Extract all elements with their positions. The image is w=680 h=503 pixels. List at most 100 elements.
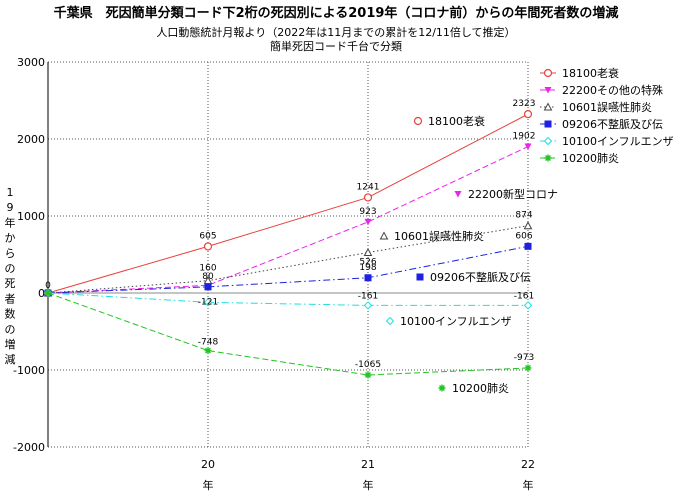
y-axis-label-char: ら [5,247,16,260]
data-label: -748 [198,338,219,348]
legend-label: 22200その他の特殊 [562,83,663,97]
data-label: -161 [358,291,378,301]
y-tick-label: 3000 [17,56,45,69]
y-axis-label-char: か [5,232,16,245]
annotation-marker-shape [438,384,446,392]
x-tick-label: 20 [201,458,215,471]
data-point-shape [524,364,532,372]
data-point-shape [524,242,532,250]
series-line [47,292,528,306]
data-label: -1065 [355,360,381,370]
data-point-shape [524,143,532,151]
series-line [47,113,529,294]
data-point [203,298,213,307]
legend-item: 10601誤嚥性肺炎 [540,100,652,114]
data-label: -161 [514,291,534,301]
data-label: 606 [515,231,532,241]
legend-marker-shape [544,154,552,162]
series-0: 0 605 1241 2323 18100老衰 [43,99,536,298]
data-point [203,242,213,251]
x-tick-unit: 年 [363,478,374,492]
y-tick-label: 1000 [17,210,45,223]
series-layer: 0 605 1241 2323 18100老衰 923 1902 22200新型コロナ 160 5… [43,99,558,395]
data-label: 2323 [513,99,536,109]
annotation-marker [379,231,389,240]
y-axis-label-char: の [5,262,16,275]
data-point-shape [363,247,373,256]
data-label: -121 [198,297,218,307]
y-axis-label-char: 増 [5,338,16,351]
legend-marker [543,136,553,146]
data-point-shape [363,193,373,202]
legend-label: 10200肺炎 [562,152,619,165]
x-tick-label: 22 [521,458,535,471]
legend-item: 10100インフルエンザ [540,135,674,148]
data-point-shape [203,298,213,307]
data-point-shape [44,289,52,297]
x-tick-unit: 年 [523,478,534,492]
chart-title: 千葉県 死因簡単分類コード下2桁の死因別による2019年（コロナ前）からの年間死… [54,5,619,21]
series-annotation: 10601誤嚥性肺炎 [394,229,484,243]
data-point-shape [523,301,533,310]
legend-label: 09206不整脈及び伝 [562,117,663,131]
y-tick-label: -1000 [13,364,45,377]
annotation-marker-shape [385,316,395,326]
legend-marker-shape [543,68,553,78]
legend-label: 10100インフルエンザ [562,135,674,148]
legend-marker-shape [543,102,553,111]
data-point [363,247,373,256]
data-label: 605 [199,231,216,241]
data-point-shape [203,242,213,251]
data-point-shape [363,301,373,310]
legend-marker [544,87,552,94]
data-label: 160 [199,264,216,274]
annotation-marker-shape [454,191,462,198]
y-axis-label: 1 9 年からの死者数の増減 [5,186,16,366]
chart-subtitle-1: 人口動態統計月報より（2022年は11月までの累計を12/11倍して推定） [156,25,515,39]
y-axis-label-char: 死 [5,277,16,290]
series-line [47,146,529,294]
x-tick-label: 21 [361,458,375,471]
annotation-marker [438,384,446,392]
data-point-shape [204,347,212,355]
annotation-marker [413,116,423,126]
y-axis-label-char: 者 [5,292,16,305]
data-point [204,347,212,355]
series-line [47,245,529,294]
annotation-marker-shape [379,231,389,240]
legend-marker-shape [544,120,552,128]
data-label: 874 [515,211,532,221]
data-label: 0 [45,281,51,291]
data-point [524,364,532,372]
annotation-marker-shape [413,116,423,126]
chart-subtitle-2: 簡単死因コード千台で分類 [270,39,402,53]
y-axis-label-char: 数 [5,308,16,321]
y-axis-label-char: 1 [7,186,14,199]
x-tick-unit: 年 [203,478,214,492]
legend-marker [543,68,553,78]
annotation-marker [454,191,462,198]
y-axis-label-char: 減 [5,352,16,366]
y-axis-label-text: 1 9 年からの死者数の増減 [5,186,16,366]
series-annotation: 09206不整脈及び伝 [430,270,531,284]
series-annotation: 18100老衰 [428,114,485,128]
series-annotation: 10200肺炎 [452,382,509,395]
legend-marker [543,102,553,111]
annotation-marker [385,316,395,326]
y-tick-label: -2000 [13,441,45,454]
legend-item: 18100老衰 [540,66,619,80]
series-4: -121 -161 -161 10100インフルエンザ [43,288,534,328]
y-axis-label-char: 年 [5,215,16,229]
data-point [364,371,372,379]
data-label: 1902 [513,132,536,142]
annotation-marker [416,273,424,281]
data-point [363,193,373,202]
legend-item: 10200肺炎 [540,152,619,165]
y-axis-label-char: 9 [7,201,14,214]
data-point [364,218,372,226]
data-point-shape [204,283,212,291]
data-label: 526 [359,257,376,267]
data-point [523,221,533,230]
data-point-shape [523,221,533,230]
